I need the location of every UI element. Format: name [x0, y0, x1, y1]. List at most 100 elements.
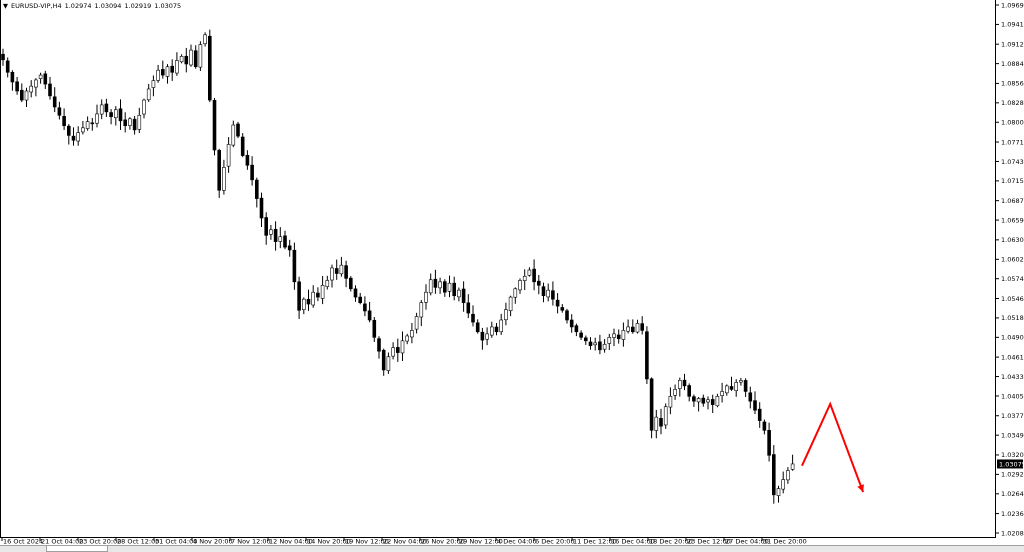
- candle: [48, 76, 52, 100]
- price-tick-label: 1.05460: [1001, 295, 1024, 303]
- bear-candle-body: [381, 349, 386, 371]
- bear-candle-body: [753, 400, 757, 411]
- bear-candle-body: [640, 323, 645, 331]
- candle: [433, 269, 438, 294]
- bear-candle-body: [551, 290, 555, 300]
- candle: [743, 378, 748, 397]
- bull-candle-body: [626, 326, 630, 332]
- time-tick-label: 23 Oct 20:00: [79, 538, 121, 546]
- candle: [677, 377, 682, 397]
- candle: [621, 322, 626, 347]
- bull-candle-body: [489, 326, 494, 336]
- bear-candle-body: [236, 123, 240, 137]
- bull-candle-body: [424, 291, 428, 303]
- bear-candle-body: [344, 265, 348, 279]
- candle: [226, 137, 231, 173]
- time-tick-label: 14 Nov 20:00: [307, 538, 351, 546]
- candle: [316, 287, 320, 302]
- candle: [715, 393, 720, 408]
- candle: [367, 301, 372, 323]
- candle: [776, 485, 781, 503]
- price-tick-label: 1.07435: [1001, 158, 1024, 166]
- bull-candle-body: [165, 66, 170, 77]
- candle: [203, 32, 207, 47]
- candle: [287, 239, 292, 257]
- bear-candle-body: [90, 122, 95, 125]
- candle: [551, 281, 555, 306]
- bull-candle-body: [546, 289, 551, 298]
- candle: [339, 256, 344, 277]
- candle: [24, 87, 29, 108]
- bull-candle-body: [81, 127, 85, 133]
- current-price-label: 1.03075: [999, 460, 1024, 468]
- bear-candle-body: [452, 282, 457, 297]
- candle: [395, 338, 400, 362]
- candle: [240, 133, 245, 158]
- price-tick-label: 1.06025: [1001, 256, 1024, 264]
- candle: [273, 221, 278, 251]
- symbol-label: EURUSD-VIP,H4: [11, 2, 62, 10]
- bear-candle-body: [372, 319, 377, 338]
- bear-candle-body: [494, 326, 499, 333]
- bull-candle-body: [29, 85, 34, 93]
- candle: [71, 127, 76, 146]
- candle: [118, 99, 123, 130]
- candle: [104, 98, 109, 117]
- bear-candle-body: [184, 55, 189, 65]
- candle: [588, 337, 593, 350]
- bear-candle-body: [240, 136, 245, 156]
- candle: [386, 352, 391, 374]
- candle: [706, 396, 710, 410]
- bull-candle-body: [715, 396, 720, 407]
- price-tick-label: 1.05180: [1001, 314, 1024, 322]
- candle: [541, 282, 546, 303]
- time-tick-label: 18 Dec 20:00: [649, 538, 693, 546]
- candle: [767, 422, 771, 462]
- candle: [151, 75, 156, 97]
- candle: [438, 277, 442, 294]
- candle: [109, 109, 113, 125]
- candle: [358, 292, 363, 305]
- dropdown-triangle-icon[interactable]: ▼: [3, 2, 8, 10]
- bear-candle-body: [687, 385, 692, 397]
- bull-candle-body: [776, 488, 781, 496]
- candle: [175, 52, 179, 76]
- bear-candle-body: [471, 313, 475, 323]
- bull-candle-body: [696, 398, 701, 403]
- bear-candle-body: [588, 341, 593, 346]
- bull-candle-body: [522, 275, 527, 281]
- bull-candle-body: [128, 118, 132, 126]
- bear-candle-body: [541, 286, 546, 297]
- bear-candle-body: [616, 334, 621, 340]
- bull-candle-body: [85, 121, 90, 129]
- candle: [790, 454, 795, 471]
- candle: [67, 124, 71, 145]
- price-tick-label: 1.05745: [1001, 275, 1024, 283]
- candle: [278, 227, 283, 249]
- bull-candle-body: [739, 380, 743, 383]
- bull-candle-body: [99, 104, 104, 115]
- candle: [15, 76, 19, 95]
- candle: [156, 64, 160, 83]
- candle: [311, 285, 316, 308]
- bear-candle-body: [255, 179, 259, 199]
- bear-candle-body: [466, 302, 471, 314]
- candle: [217, 148, 221, 198]
- candle: [471, 305, 475, 327]
- candle: [301, 297, 306, 315]
- candle: [724, 384, 729, 396]
- bull-candle-body: [410, 330, 414, 338]
- candle: [29, 80, 34, 98]
- price-tick-label: 1.02080: [1001, 529, 1024, 537]
- candle: [748, 386, 753, 409]
- candle: [649, 377, 654, 439]
- bear-candle-body: [287, 245, 292, 251]
- price-tick-label: 1.09410: [1001, 21, 1024, 29]
- bull-candle-body: [457, 289, 461, 298]
- chart-tab[interactable]: [46, 546, 108, 552]
- candle: [198, 41, 203, 72]
- candle: [34, 78, 38, 97]
- bear-candle-body: [109, 112, 113, 118]
- candle: [692, 394, 696, 407]
